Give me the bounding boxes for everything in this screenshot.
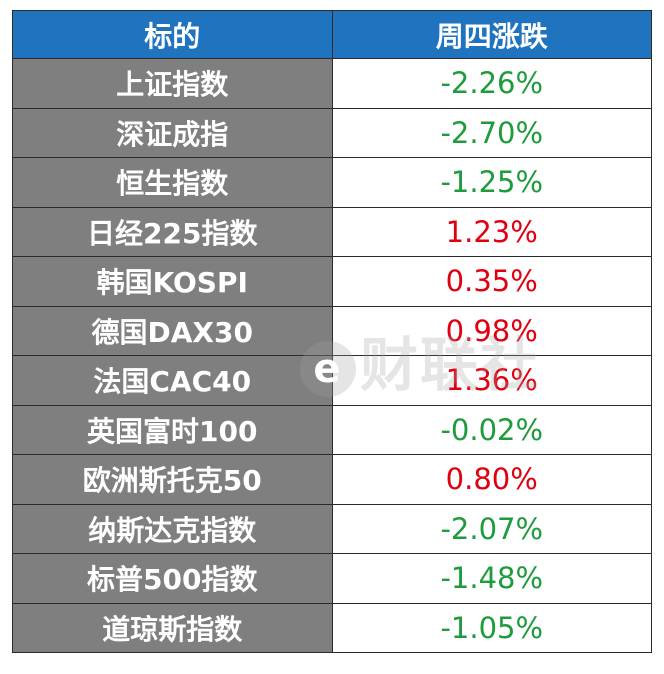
index-name-cell: 纳斯达克指数 [12,503,333,554]
index-name-cell: 恒生指数 [12,157,333,208]
table-row: 标普500指数 -1.48% [12,553,652,604]
header-index-name: 标的 [12,10,333,59]
table-row: 纳斯达克指数 -2.07% [12,503,652,554]
table-row: 韩国KOSPI 0.35% [12,256,652,307]
table-header-row: 标的 周四涨跌 [12,10,652,59]
index-name-cell: 道琼斯指数 [12,602,333,653]
change-value-cell: 0.80% [331,454,652,505]
change-value-cell: -2.70% [331,107,652,158]
index-name-cell: 上证指数 [12,58,333,109]
index-name-cell: 英国富时100 [12,404,333,455]
index-name-cell: 法国CAC40 [12,355,333,406]
index-name-cell: 日经225指数 [12,206,333,257]
change-value-cell: -1.25% [331,157,652,208]
change-value-cell: -2.26% [331,58,652,109]
table-row: 德国DAX30 0.98% [12,305,652,356]
index-name-cell: 深证成指 [12,107,333,158]
table-row: 英国富时100 -0.02% [12,404,652,455]
table-row: 深证成指 -2.70% [12,107,652,158]
change-value-cell: -1.48% [331,553,652,604]
change-value-cell: -2.07% [331,503,652,554]
header-thursday-change: 周四涨跌 [331,10,652,59]
table-row: 欧洲斯托克50 0.80% [12,454,652,505]
change-value-cell: 0.98% [331,305,652,356]
index-name-cell: 标普500指数 [12,553,333,604]
index-change-table: 标的 周四涨跌 上证指数 -2.26% 深证成指 -2.70% 恒生指数 -1.25% 日经… [12,10,652,653]
index-name-cell: 欧洲斯托克50 [12,454,333,505]
change-value-cell: 1.23% [331,206,652,257]
table-row: 法国CAC40 1.36% [12,355,652,406]
index-name-cell: 韩国KOSPI [12,256,333,307]
table-row: 道琼斯指数 -1.05% [12,602,652,653]
table-row: 上证指数 -2.26% [12,58,652,109]
table-body: 上证指数 -2.26% 深证成指 -2.70% 恒生指数 -1.25% 日经225指数 1.2… [12,58,652,653]
table-row: 恒生指数 -1.25% [12,157,652,208]
table-row: 日经225指数 1.23% [12,206,652,257]
change-value-cell: -0.02% [331,404,652,455]
index-name-cell: 德国DAX30 [12,305,333,356]
change-value-cell: 0.35% [331,256,652,307]
change-value-cell: 1.36% [331,355,652,406]
change-value-cell: -1.05% [331,602,652,653]
